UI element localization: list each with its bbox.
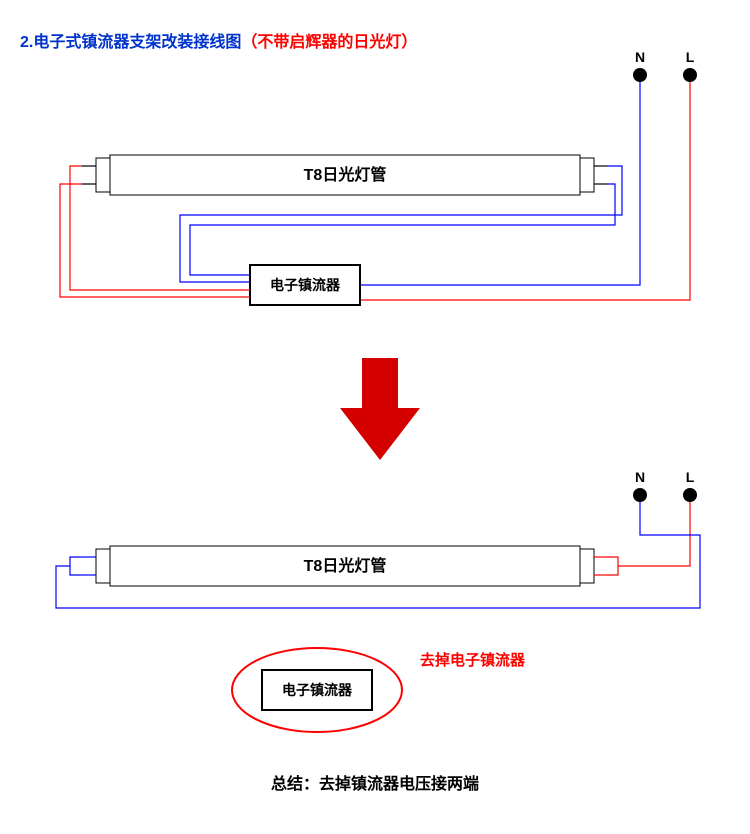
tube-cap-left-bottom — [96, 549, 110, 583]
wiring-diagram-svg: N L T8日光灯管 电子镇流器 N L T8日光灯管 — [0, 0, 750, 834]
terminal-n-dot-top — [633, 68, 647, 82]
ballast-removed-label: 电子镇流器 — [282, 682, 353, 698]
tube-label-bottom: T8日光灯管 — [304, 556, 387, 575]
terminal-l-dot-bottom — [683, 488, 697, 502]
terminal-l-dot-top — [683, 68, 697, 82]
ballast-label-top: 电子镇流器 — [270, 277, 341, 293]
wire-right-pin-join — [608, 557, 618, 575]
wire-ballast-to-tube-l2 — [60, 184, 250, 297]
terminal-n-dot-bottom — [633, 488, 647, 502]
tube-cap-right-bottom — [580, 549, 594, 583]
transform-arrow — [340, 358, 420, 460]
wire-ballast-to-tube-r2 — [190, 184, 615, 275]
wire-left-pin-join — [70, 557, 82, 575]
wire-right-to-l — [618, 502, 690, 566]
terminal-n-label-top: N — [635, 49, 645, 65]
tube-cap-right-top — [580, 158, 594, 192]
remove-ballast-label: 去掉电子镇流器 — [420, 651, 526, 669]
terminal-l-label-bottom: L — [686, 469, 695, 485]
tube-label-top: T8日光灯管 — [304, 165, 387, 184]
summary-text: 总结：去掉镇流器电压接两端 — [0, 770, 750, 794]
terminal-l-label-top: L — [686, 49, 695, 65]
tube-cap-left-top — [96, 158, 110, 192]
terminal-n-label-bottom: N — [635, 469, 645, 485]
